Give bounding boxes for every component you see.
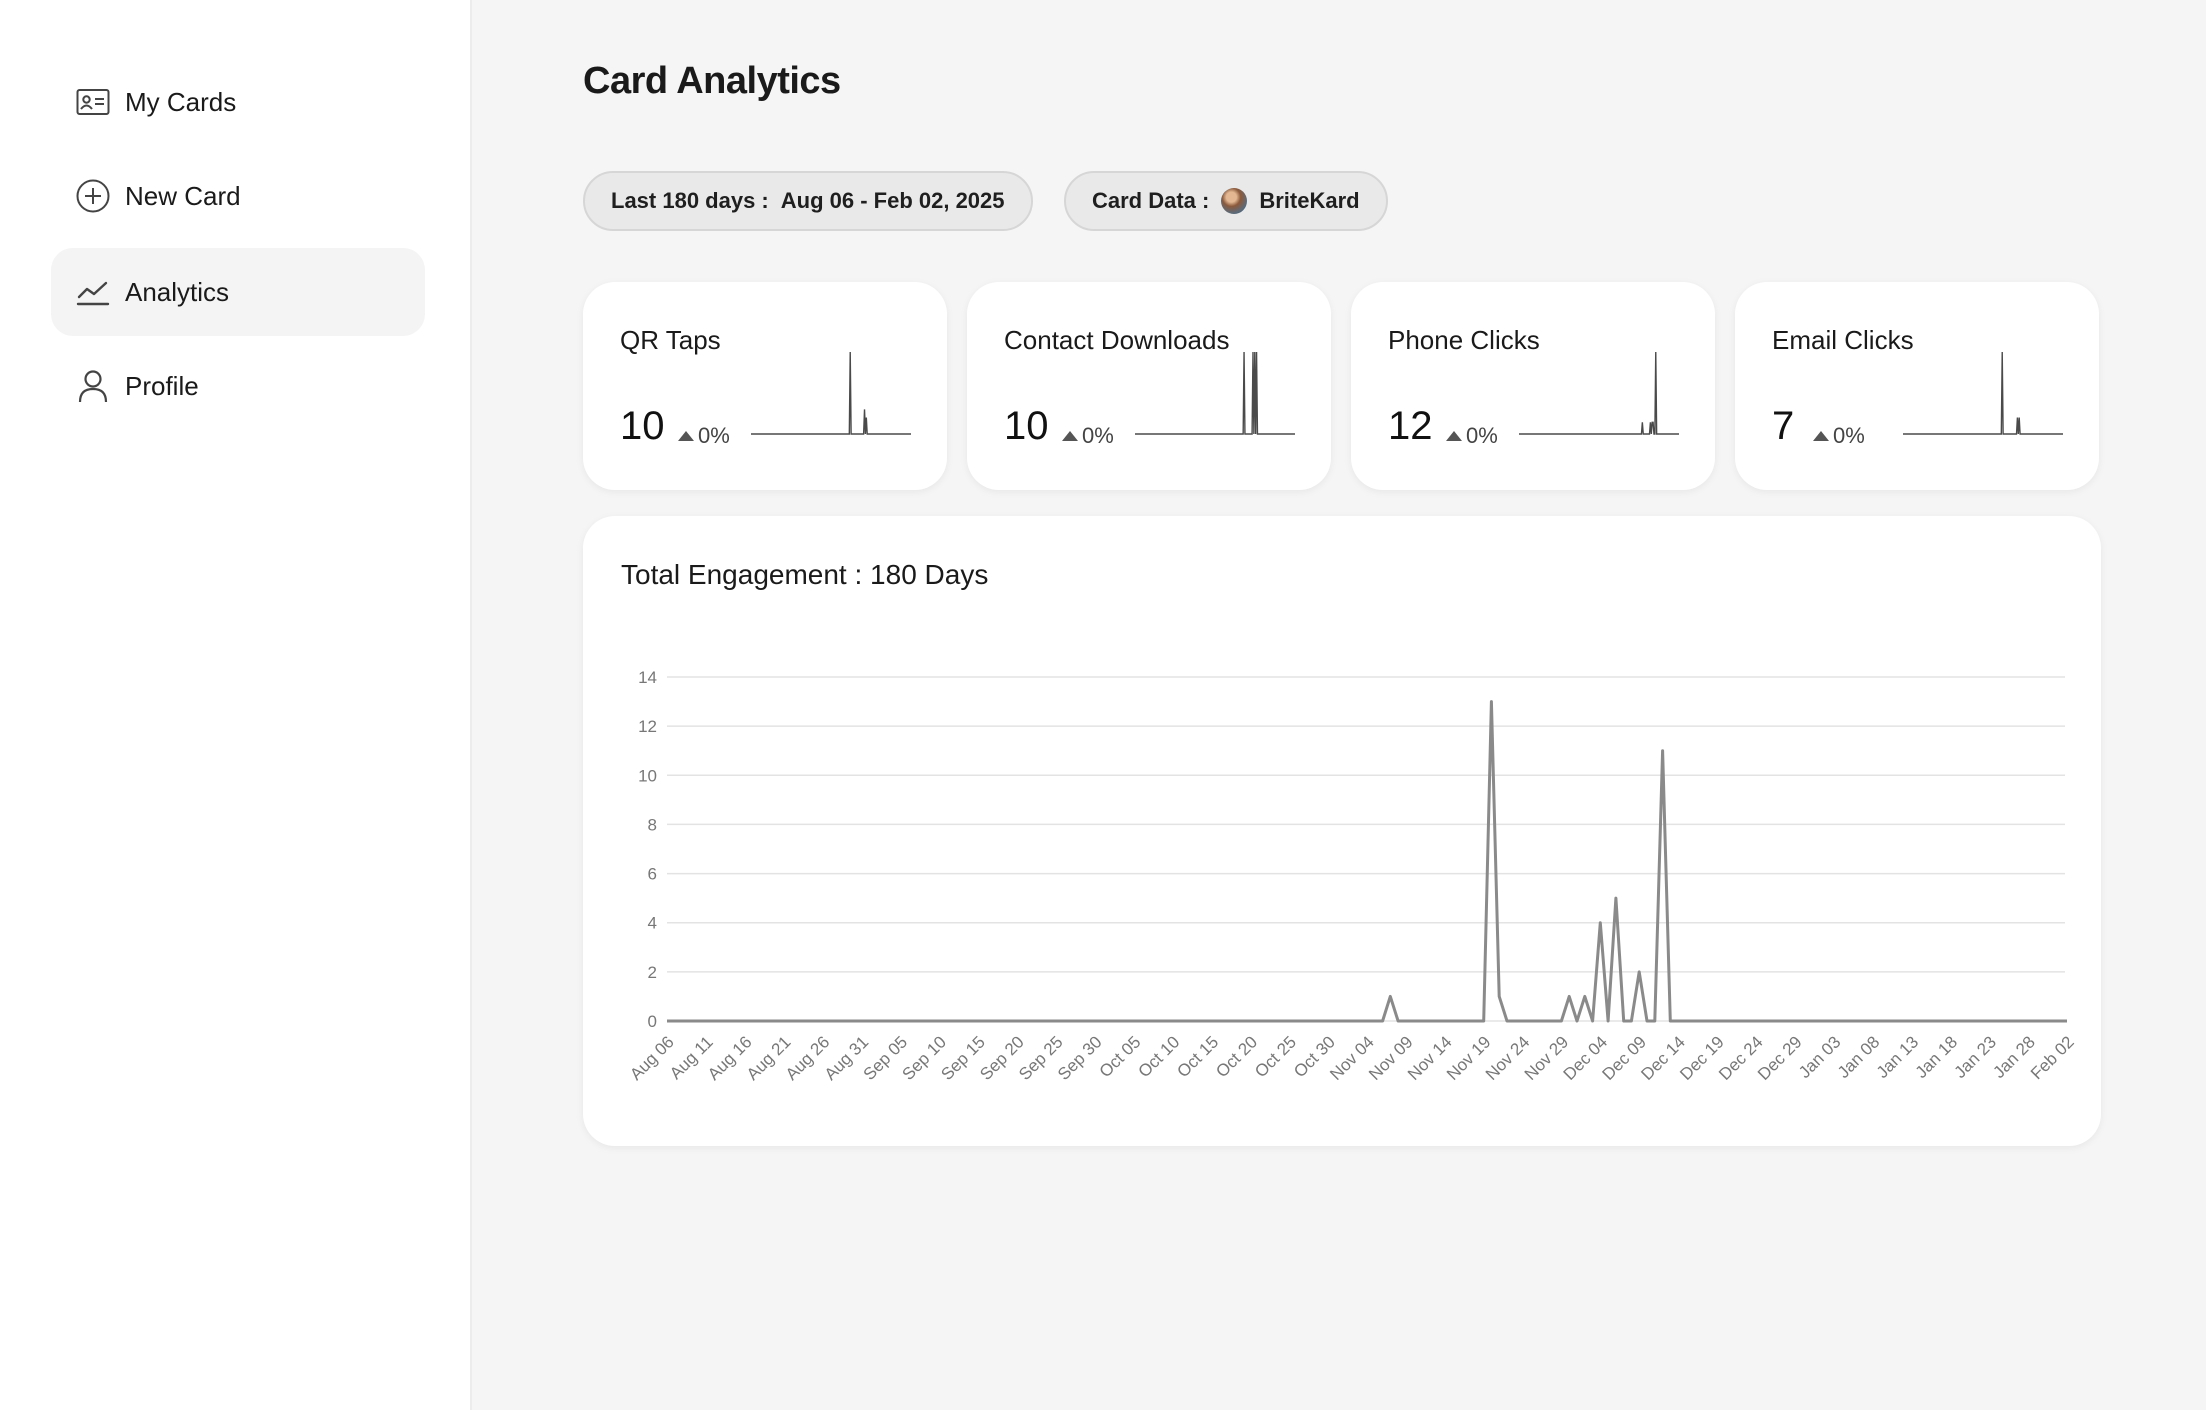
y-tick-label: 10 bbox=[638, 766, 657, 785]
x-tick-label: Jan 18 bbox=[1912, 1032, 1962, 1082]
x-tick-label: Jan 23 bbox=[1951, 1032, 2001, 1082]
x-tick-label: Oct 20 bbox=[1212, 1032, 1261, 1081]
x-tick-label: Sep 30 bbox=[1054, 1032, 1106, 1084]
sparkline bbox=[1135, 352, 1295, 435]
x-tick-label: Oct 25 bbox=[1251, 1032, 1300, 1081]
y-tick-label: 4 bbox=[648, 914, 657, 933]
sidebar-item-analytics[interactable]: Analytics bbox=[51, 248, 425, 336]
page-title: Card Analytics bbox=[583, 60, 841, 102]
id-card-icon bbox=[73, 82, 113, 122]
stat-delta: 0% bbox=[1446, 423, 1498, 449]
x-tick-label: Jan 03 bbox=[1795, 1032, 1845, 1082]
sidebar-item-my-cards[interactable]: My Cards bbox=[51, 58, 425, 146]
x-tick-label: Jan 13 bbox=[1873, 1032, 1923, 1082]
avatar bbox=[1221, 188, 1248, 214]
sparkline bbox=[751, 352, 911, 435]
stat-title: Contact Downloads bbox=[1004, 325, 1230, 355]
x-tick-label: Jan 08 bbox=[1834, 1032, 1884, 1082]
y-tick-label: 6 bbox=[648, 865, 657, 884]
sparkline-series bbox=[1519, 352, 1679, 435]
trend-line-icon bbox=[73, 272, 113, 312]
y-tick-label: 12 bbox=[638, 717, 657, 736]
stat-value: 10 bbox=[1004, 404, 1049, 448]
sparkline-series bbox=[751, 352, 911, 435]
engagement-card: Total Engagement : 180 Days 0 2 4 6 8 10 12 14 A… bbox=[583, 516, 2101, 1146]
x-tick-label: Dec 29 bbox=[1754, 1032, 1806, 1084]
y-tick-label: 8 bbox=[648, 815, 657, 834]
up-triangle-icon bbox=[1062, 431, 1078, 441]
stat-value: 7 bbox=[1772, 404, 1795, 448]
x-tick-label: Feb 02 bbox=[2027, 1032, 2078, 1083]
stat-delta-value: 0% bbox=[1082, 423, 1114, 448]
stat-card-qr-taps: QR Taps 10 0% bbox=[583, 282, 947, 490]
sidebar-item-label: My Cards bbox=[125, 86, 237, 117]
sidebar-item-label: Analytics bbox=[125, 276, 230, 307]
x-tick-label: Oct 05 bbox=[1096, 1032, 1145, 1081]
y-tick-label: 0 bbox=[648, 1012, 657, 1031]
stat-card-contact-downloads: Contact Downloads 10 0% bbox=[967, 282, 1331, 490]
stat-delta-value: 0% bbox=[1833, 423, 1865, 448]
card-data-filter[interactable]: Card Data : BriteKard bbox=[1064, 171, 1388, 231]
engagement-series-line bbox=[667, 700, 2067, 1023]
stat-delta: 0% bbox=[678, 423, 730, 449]
stat-delta: 0% bbox=[1062, 423, 1114, 449]
card-data-label: Card Data : bbox=[1092, 188, 1210, 213]
stat-delta-value: 0% bbox=[698, 423, 730, 448]
sparkline-series bbox=[1135, 352, 1295, 435]
y-tick-label: 14 bbox=[638, 668, 657, 687]
stat-delta-value: 0% bbox=[1466, 423, 1498, 448]
stat-title: Phone Clicks bbox=[1388, 325, 1540, 355]
sidebar-item-label: Profile bbox=[125, 370, 199, 401]
stat-card-phone-clicks: Phone Clicks 12 0% bbox=[1351, 282, 1715, 490]
date-range-value: Aug 06 - Feb 02, 2025 bbox=[780, 188, 1005, 213]
stat-card-email-clicks: Email Clicks 7 0% bbox=[1735, 282, 2099, 490]
sparkline bbox=[1519, 352, 1679, 435]
stat-value: 10 bbox=[620, 404, 665, 448]
sparkline-series bbox=[1903, 352, 2063, 435]
x-tick-label: Oct 15 bbox=[1173, 1032, 1222, 1081]
stat-title: QR Taps bbox=[620, 325, 721, 355]
sidebar: My Cards New Card Analytics Profile bbox=[0, 0, 472, 1410]
up-triangle-icon bbox=[678, 431, 694, 441]
x-tick-label: Oct 10 bbox=[1135, 1032, 1184, 1081]
stat-value: 12 bbox=[1388, 404, 1433, 448]
up-triangle-icon bbox=[1446, 431, 1462, 441]
sidebar-item-profile[interactable]: Profile bbox=[51, 342, 425, 430]
stat-delta: 0% bbox=[1813, 423, 1865, 449]
up-triangle-icon bbox=[1813, 431, 1829, 441]
plus-circle-icon bbox=[73, 176, 113, 216]
engagement-title: Total Engagement : 180 Days bbox=[621, 559, 989, 590]
user-icon bbox=[73, 366, 113, 406]
date-range-filter[interactable]: Last 180 days : Aug 06 - Feb 02, 2025 bbox=[583, 171, 1033, 231]
main-content: Card Analytics Last 180 days : Aug 06 - … bbox=[472, 0, 2206, 1410]
date-range-label: Last 180 days : bbox=[611, 188, 769, 213]
card-data-value: BriteKard bbox=[1259, 188, 1360, 213]
y-tick-label: 2 bbox=[648, 963, 657, 982]
sidebar-item-label: New Card bbox=[125, 180, 241, 211]
sparkline bbox=[1903, 352, 2063, 435]
x-tick-label: Aug 06 bbox=[626, 1032, 678, 1084]
stat-title: Email Clicks bbox=[1772, 325, 1914, 355]
sidebar-item-new-card[interactable]: New Card bbox=[51, 152, 425, 240]
